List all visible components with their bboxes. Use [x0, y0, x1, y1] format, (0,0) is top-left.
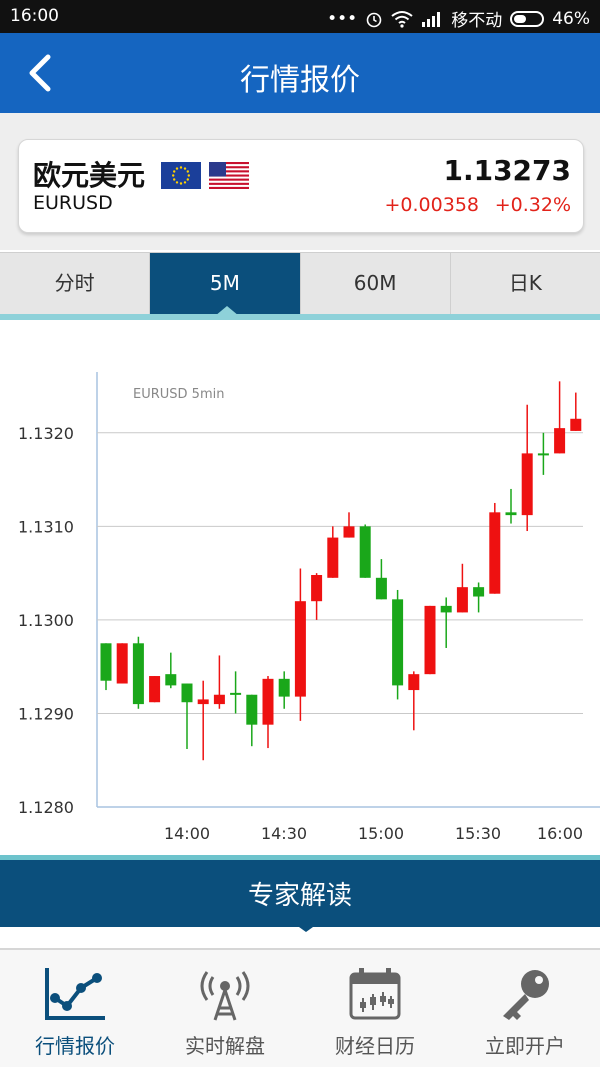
status-bar: 16:00 ••• 移不动 46%: [0, 0, 600, 33]
candle-body: [181, 683, 193, 703]
chevron-left-icon[interactable]: [22, 51, 62, 95]
alarm-icon: [366, 12, 382, 27]
battery-icon: [510, 10, 545, 27]
candle-body: [505, 512, 517, 516]
quote-card[interactable]: 欧元美元 EURUSD 1.13273 +0.00358 +0.32%: [18, 139, 584, 233]
candle-body: [165, 674, 177, 686]
y-tick-label: 1.1300: [18, 611, 74, 630]
y-tick-label: 1.1280: [18, 798, 74, 817]
tab-60m[interactable]: 60M: [301, 253, 451, 315]
x-tick-label: 14:30: [261, 824, 307, 843]
candle-body: [456, 587, 468, 613]
nav-live-commentary[interactable]: 实时解盘: [150, 950, 300, 1067]
candle-body: [392, 599, 404, 686]
expert-pointer: [292, 922, 320, 932]
us-flag-icon: [209, 162, 249, 189]
candle-body: [116, 643, 128, 684]
status-time: 16:00: [10, 6, 59, 26]
candle-body: [149, 676, 161, 703]
x-tick-label: 14:00: [164, 824, 210, 843]
nav-account-label: 立即开户: [485, 1034, 565, 1058]
battery-percent: 46%: [552, 8, 590, 29]
candle-body: [537, 453, 549, 456]
broadcast-tower-icon: [200, 971, 250, 1021]
x-tick-label: 15:30: [455, 824, 501, 843]
page-title: 行情报价: [240, 63, 360, 98]
eu-flag-icon: [161, 162, 201, 189]
candle-body: [246, 694, 258, 725]
candle-body: [489, 512, 501, 594]
carrier-name: 移不动: [451, 11, 503, 31]
bottom-nav: 行情报价 实时解盘 财经日历 立即开户: [0, 948, 600, 1067]
candle-body: [343, 526, 355, 538]
expert-analysis-button[interactable]: 专家解读: [0, 855, 600, 927]
last-price: 1.13273: [443, 154, 571, 187]
candle-body: [473, 587, 485, 597]
candle-body: [327, 537, 339, 578]
candle-body: [375, 577, 387, 600]
candle-body: [213, 694, 225, 705]
x-tick-label: 16:00: [537, 824, 583, 843]
price-change: +0.00358: [384, 194, 480, 216]
candle-body: [359, 526, 371, 578]
nav-calendar[interactable]: 财经日历: [300, 950, 450, 1067]
candle-body: [554, 428, 566, 454]
chart-title: EURUSD 5min: [133, 387, 224, 402]
key-icon: [503, 970, 549, 1020]
status-indicators: ••• 移不动 46%: [327, 6, 590, 32]
chart-area[interactable]: 1.1320 1.1310 1.1300 1.1290 1.1280 14:00 14:30…: [0, 320, 600, 855]
candle-body: [197, 699, 209, 705]
nav-open-account[interactable]: 立即开户: [450, 950, 600, 1067]
candle-body: [570, 418, 582, 431]
candle-body: [440, 605, 452, 613]
price-change-percent: +0.32%: [494, 194, 571, 216]
candle-body: [408, 674, 420, 691]
app-header: 行情报价: [0, 33, 600, 113]
wifi-icon: [391, 10, 413, 28]
nav-quotes-label: 行情报价: [35, 1034, 115, 1058]
calendar-icon: [349, 968, 401, 1020]
candle-body: [230, 692, 242, 695]
candle-body: [262, 678, 274, 725]
y-tick-label: 1.1310: [18, 517, 74, 536]
signal-icon: [422, 11, 441, 27]
tab-pointer: [215, 306, 239, 316]
candle-body: [132, 643, 144, 705]
instrument-name: 欧元美元: [33, 159, 146, 192]
candle-body: [311, 575, 323, 602]
trend-chart-icon: [45, 968, 105, 1020]
candlestick-chart[interactable]: 1.1320 1.1310 1.1300 1.1290 1.1280 14:00 14:30…: [0, 320, 600, 855]
candle-body: [294, 601, 306, 697]
tab-underline: [0, 314, 600, 320]
tab-intraday[interactable]: 分时: [0, 253, 151, 315]
nav-quotes[interactable]: 行情报价: [0, 950, 150, 1067]
candle-body: [521, 453, 533, 516]
candle-body: [424, 605, 436, 675]
y-tick-label: 1.1290: [18, 704, 74, 723]
y-tick-label: 1.1320: [18, 424, 74, 443]
x-tick-label: 15:00: [358, 824, 404, 843]
timeframe-tabs: 分时 5M 60M 日K: [0, 252, 600, 315]
nav-calendar-label: 财经日历: [335, 1034, 415, 1058]
tab-daily[interactable]: 日K: [508, 271, 542, 295]
status-dots: •••: [327, 8, 358, 29]
instrument-code: EURUSD: [33, 192, 113, 214]
nav-live-label: 实时解盘: [185, 1034, 265, 1058]
tab-5m[interactable]: 5M: [150, 253, 301, 315]
candle-body: [100, 643, 112, 681]
candle-body: [278, 678, 290, 697]
